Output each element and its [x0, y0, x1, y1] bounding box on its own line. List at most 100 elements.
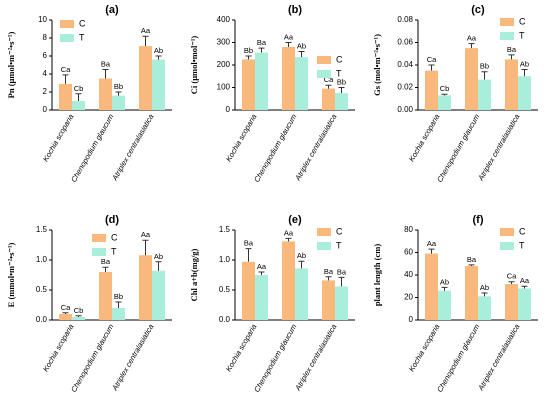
y-tick-label: 4 — [43, 69, 48, 78]
bar — [335, 93, 348, 110]
panel-title: (d) — [105, 214, 119, 226]
x-tick-label: Chenopodium glaucum — [252, 112, 298, 183]
y-tick-label: 0 — [226, 105, 231, 114]
significance-label: Ba — [101, 59, 111, 68]
significance-label: Ba — [101, 257, 111, 266]
bar — [425, 70, 438, 110]
bar — [112, 308, 125, 320]
panel-title: (c) — [471, 4, 485, 16]
x-tick-label: Kochia scoparia — [41, 322, 75, 373]
bar — [152, 270, 165, 320]
y-tick-label: 0.00 — [397, 105, 413, 114]
significance-label: Ba — [337, 267, 347, 276]
bar — [99, 78, 112, 110]
x-tick-label: Kochia scoparia — [407, 112, 441, 163]
significance-label: Aa — [141, 230, 151, 239]
bar — [282, 241, 295, 320]
significance-label: Bb — [337, 77, 346, 86]
significance-label: Ab — [520, 59, 529, 68]
legend-label: T — [336, 68, 342, 78]
x-tick-label: Kochia scoparia — [224, 322, 258, 373]
significance-label: Ca — [324, 75, 334, 84]
significance-label: Ab — [297, 41, 306, 50]
legend-label: T — [79, 32, 85, 42]
legend-swatch — [500, 18, 514, 26]
y-tick-label: 200 — [217, 60, 231, 69]
bar — [438, 95, 451, 110]
error-bar — [521, 69, 528, 77]
bar — [139, 255, 152, 320]
error-bar — [75, 315, 82, 317]
x-tick-label: Kochia scoparia — [41, 112, 75, 163]
significance-label: Ca — [61, 303, 71, 312]
error-bar — [298, 51, 305, 58]
legend-label: T — [519, 240, 525, 250]
bar — [255, 52, 268, 110]
bar — [72, 317, 85, 320]
x-tick-label: Atriplex centralasiatica — [293, 322, 339, 392]
y-tick-label: 400 — [217, 15, 231, 24]
bar — [518, 76, 531, 110]
legend-swatch — [60, 34, 74, 42]
significance-label: Bb — [244, 46, 253, 55]
x-tick-label: Atriplex centralasiatica — [293, 112, 339, 182]
legend-label: C — [336, 226, 343, 236]
legend-label: T — [519, 30, 525, 40]
x-tick-label: Atriplex centralasiatica — [110, 112, 156, 182]
error-bar — [428, 248, 435, 254]
significance-label: Ba — [324, 267, 334, 276]
bar — [99, 272, 112, 320]
y-tick-label: 8 — [43, 33, 48, 42]
bar — [425, 253, 438, 320]
significance-label: Aa — [141, 26, 151, 35]
bar — [112, 95, 125, 110]
error-bar — [428, 64, 435, 71]
y-tick-label: 1.0 — [36, 255, 48, 264]
x-tick-label: Atriplex centralasiatica — [476, 322, 522, 392]
significance-label: Ca — [427, 55, 437, 64]
legend-label: C — [79, 18, 86, 28]
bar — [72, 101, 85, 110]
panel-title: (b) — [288, 4, 302, 16]
legend-swatch — [92, 248, 106, 256]
error-bar — [521, 285, 528, 289]
error-bar — [102, 266, 109, 272]
bar — [465, 48, 478, 110]
significance-label: Ab — [297, 251, 306, 260]
significance-label: Ba — [467, 255, 477, 264]
y-tick-label: 0.5 — [36, 285, 48, 294]
bar — [505, 284, 518, 320]
bar — [505, 59, 518, 110]
error-bar — [481, 292, 488, 297]
y-tick-label: 0.0 — [219, 315, 231, 324]
error-bar — [245, 55, 252, 60]
y-tick-label: 60 — [404, 248, 413, 257]
y-tick-label: 6 — [43, 51, 48, 60]
x-tick-label: Chenopodium glaucum — [435, 112, 481, 183]
y-tick-label: 0 — [43, 105, 48, 114]
legend-label: C — [519, 226, 526, 236]
y-tick-label: 10 — [38, 15, 47, 24]
y-tick-label: 300 — [217, 38, 231, 47]
error-bar — [115, 301, 122, 308]
significance-label: Bb — [114, 292, 123, 301]
bar — [139, 46, 152, 110]
bar — [518, 288, 531, 320]
error-bar — [75, 93, 82, 101]
error-bar — [62, 74, 69, 84]
error-bar — [155, 261, 162, 271]
bar — [478, 296, 491, 320]
error-bar — [62, 312, 69, 314]
error-bar — [441, 286, 448, 291]
y-tick-label: 0.02 — [397, 83, 413, 92]
legend-swatch — [317, 228, 331, 236]
error-bar — [338, 87, 345, 94]
significance-label: Ab — [154, 46, 163, 55]
panel-title: (a) — [105, 4, 119, 16]
y-tick-label: 0 — [409, 315, 414, 324]
x-tick-label: Chenopodium glaucum — [435, 322, 481, 393]
bar — [59, 83, 72, 110]
significance-label: Ab — [480, 283, 489, 292]
y-tick-label: 20 — [404, 293, 413, 302]
